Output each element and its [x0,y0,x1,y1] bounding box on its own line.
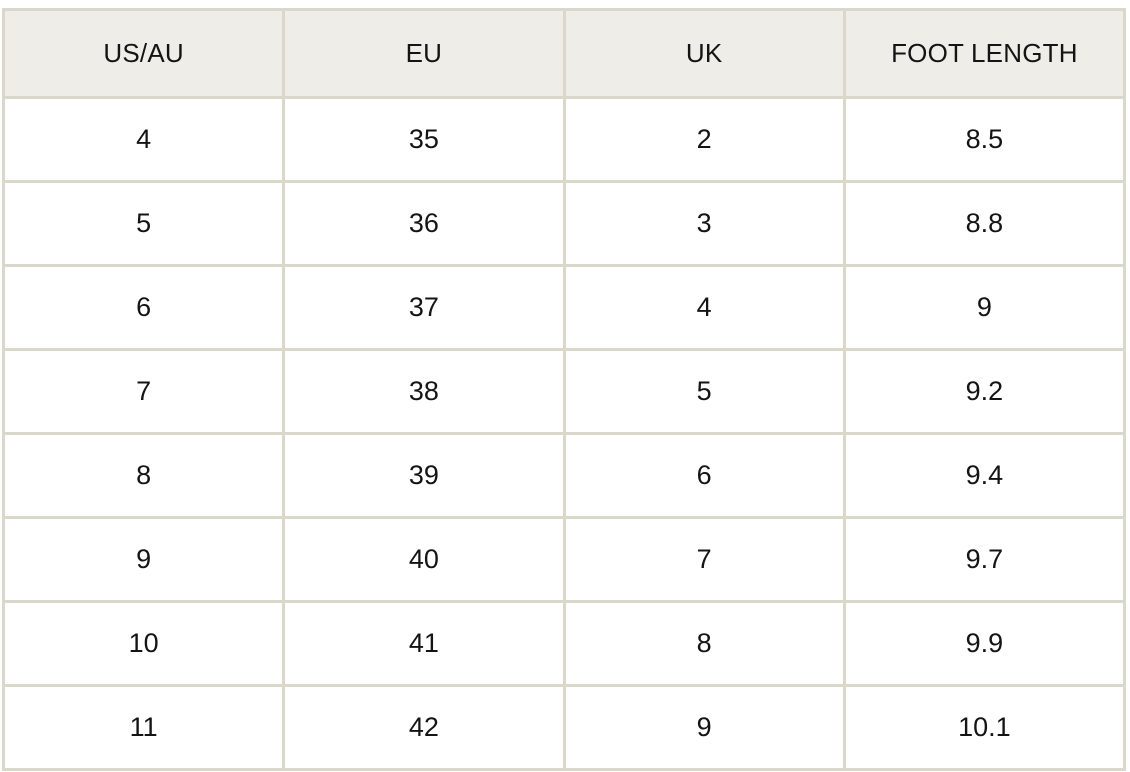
table-cell: 11 [1,684,286,771]
table-cell: 8 [562,600,846,687]
table-cell: 36 [282,180,566,267]
table-cell: 4 [562,264,846,351]
column-header-uk: UK [562,8,846,99]
column-header-foot-length: FOOT LENGTH [842,8,1127,99]
table-cell: 8.5 [842,96,1127,183]
table-cell: 9.2 [842,348,1127,435]
table-cell: 10.1 [842,684,1127,771]
table-row: 7 38 5 9.2 [1,348,1127,435]
column-header-eu: EU [282,8,566,99]
table-row: 8 39 6 9.4 [1,432,1127,519]
shoe-size-conversion-table: US/AU EU UK FOOT LENGTH 4 35 2 8.5 5 36 3 8.8 6 3… [1,8,1127,771]
table-cell: 6 [1,264,286,351]
table-cell: 9 [562,684,846,771]
table-row: 10 41 8 9.9 [1,600,1127,687]
table-row: 6 37 4 9 [1,264,1127,351]
table-cell: 42 [282,684,566,771]
table-cell: 39 [282,432,566,519]
table-cell: 3 [562,180,846,267]
table-cell: 4 [1,96,286,183]
table-cell: 8 [1,432,286,519]
table-header: US/AU EU UK FOOT LENGTH [1,8,1127,99]
table-cell: 35 [282,96,566,183]
table-row: 9 40 7 9.7 [1,516,1127,603]
table-cell: 40 [282,516,566,603]
table-header-row: US/AU EU UK FOOT LENGTH [1,8,1127,99]
table-cell: 9.9 [842,600,1127,687]
table-cell: 7 [562,516,846,603]
table-cell: 2 [562,96,846,183]
table-row: 11 42 9 10.1 [1,684,1127,771]
column-header-us-au: US/AU [1,8,286,99]
table-cell: 9.7 [842,516,1127,603]
table-cell: 10 [1,600,286,687]
table-cell: 9 [1,516,286,603]
table-cell: 6 [562,432,846,519]
table-cell: 38 [282,348,566,435]
table-row: 4 35 2 8.5 [1,96,1127,183]
table-cell: 37 [282,264,566,351]
table-cell: 5 [1,180,286,267]
table-cell: 41 [282,600,566,687]
table-body: 4 35 2 8.5 5 36 3 8.8 6 37 4 9 7 38 5 9.2 8 39 6 9.4 9 40 7 9.7… [1,96,1127,771]
table-cell: 9 [842,264,1127,351]
table-cell: 9.4 [842,432,1127,519]
table-row: 5 36 3 8.8 [1,180,1127,267]
table-cell: 5 [562,348,846,435]
table-cell: 8.8 [842,180,1127,267]
table-cell: 7 [1,348,286,435]
